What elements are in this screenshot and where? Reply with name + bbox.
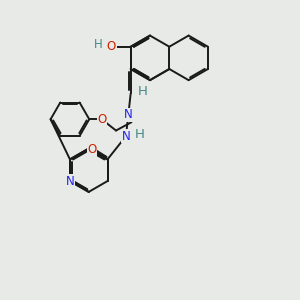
Text: O: O (87, 143, 97, 156)
Text: O: O (97, 113, 106, 126)
Text: N: N (124, 108, 133, 121)
Text: H: H (138, 85, 148, 98)
Text: H: H (94, 38, 103, 51)
Text: N: N (66, 175, 74, 188)
Text: N: N (122, 130, 130, 143)
Text: O: O (107, 40, 116, 53)
Text: H: H (134, 128, 144, 141)
